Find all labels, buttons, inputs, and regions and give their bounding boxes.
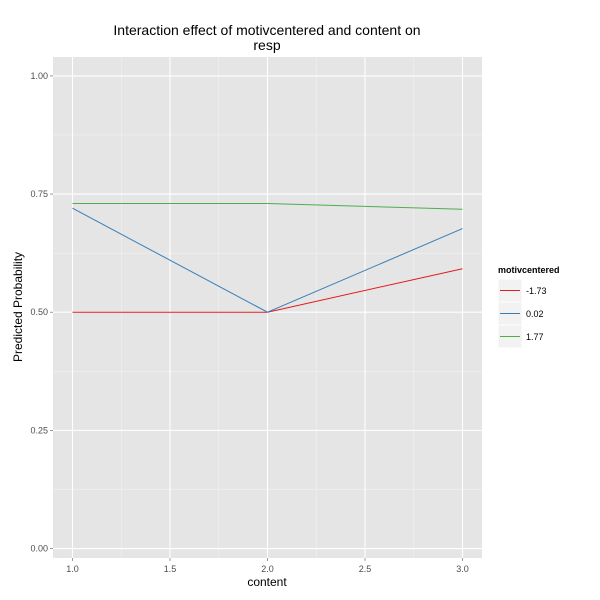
y-tick-label: 0.75 — [30, 189, 48, 199]
legend-label-0.02: 0.02 — [526, 309, 544, 319]
x-tick-label: 1.0 — [66, 564, 79, 574]
chart-title-line-2: resp — [253, 37, 280, 53]
y-axis-ticks: 0.00 0.25 0.50 0.75 1.00 — [30, 71, 53, 554]
series-line-1.77 — [72, 203, 463, 210]
y-tick-label: 0.00 — [30, 544, 48, 554]
x-tick-label: 3.0 — [456, 564, 469, 574]
series-lines — [72, 203, 463, 313]
x-tick-label: 2.0 — [261, 564, 274, 574]
legend-title: motivcentered — [498, 265, 560, 275]
legend-label--1.73: -1.73 — [526, 286, 547, 296]
x-axis-ticks: 1.0 1.5 2.0 2.5 3.0 — [66, 558, 469, 574]
y-axis-title: Predicted Probability — [11, 252, 25, 362]
legend: motivcentered -1.73 0.02 1.77 — [497, 265, 560, 349]
x-tick-label: 1.5 — [164, 564, 177, 574]
x-axis-title: content — [247, 575, 287, 589]
y-tick-label: 0.25 — [30, 425, 48, 435]
y-tick-label: 0.50 — [30, 307, 48, 317]
chart-title-line-1: Interaction effect of motivcentered and … — [113, 22, 420, 38]
series-line-0.02 — [72, 207, 463, 313]
legend-label-1.77: 1.77 — [526, 332, 544, 342]
y-tick-label: 1.00 — [30, 71, 48, 81]
x-tick-label: 2.5 — [359, 564, 372, 574]
